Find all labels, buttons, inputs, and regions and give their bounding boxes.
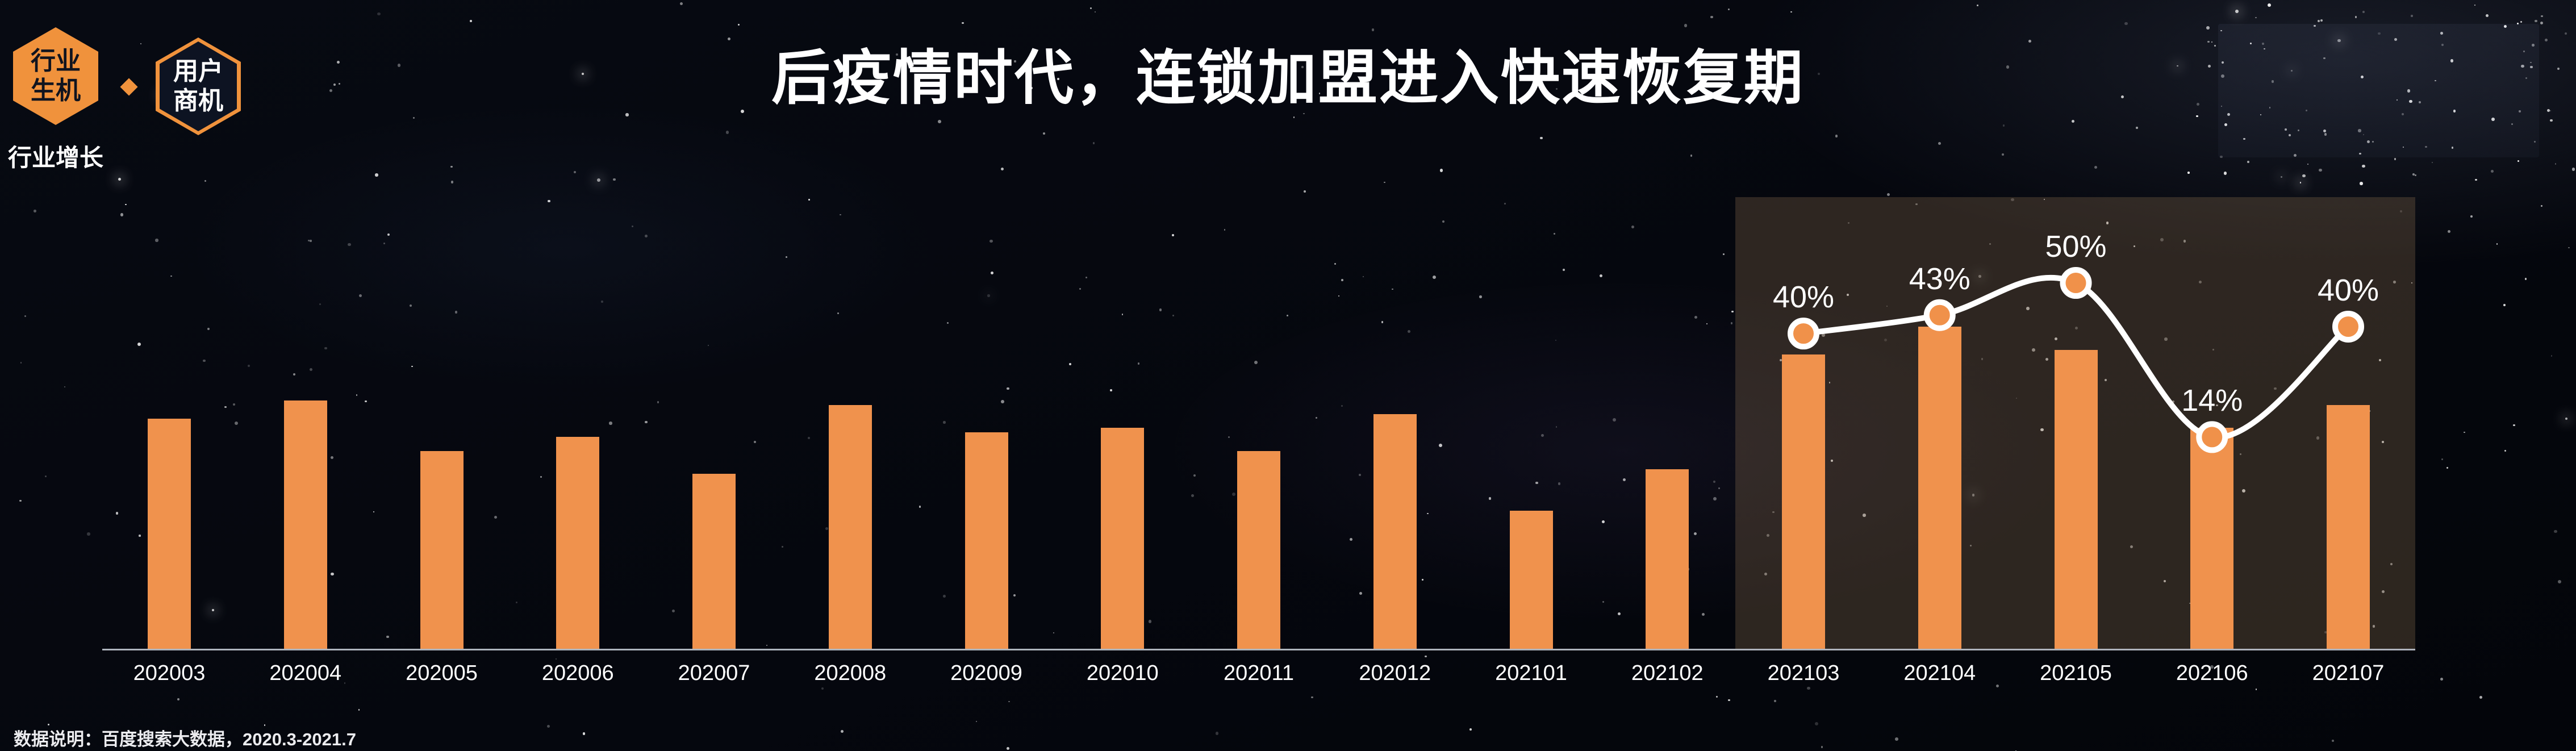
data-source-note: 数据说明：百度搜索大数据，2020.3-2021.7 <box>14 725 356 750</box>
bar-202101 <box>1510 511 1553 649</box>
x-axis-label-202007: 202007 <box>646 661 782 686</box>
slide-title: 后疫情时代，连锁加盟进入快速恢复期 <box>0 30 2576 115</box>
bar-202102 <box>1646 469 1689 649</box>
presentation-slide: 行业 生机 用户 商机 行业增长 后疫情时代，连锁加盟进入快速恢复期 20200… <box>0 0 2576 751</box>
bar-202009 <box>965 432 1008 649</box>
x-axis-label-202004: 202004 <box>237 661 374 686</box>
x-axis-label-202101: 202101 <box>1463 661 1600 686</box>
bar-202012 <box>1373 414 1417 649</box>
x-axis-label-202106: 202106 <box>2144 661 2280 686</box>
bar-202006 <box>556 437 599 649</box>
bar-202107 <box>2327 405 2370 649</box>
x-axis-label-202006: 202006 <box>510 661 646 686</box>
x-axis-label-202005: 202005 <box>374 661 510 686</box>
bar-202105 <box>2055 350 2098 649</box>
x-axis-line <box>102 649 2415 650</box>
bar-202106 <box>2190 428 2233 649</box>
x-axis-label-202003: 202003 <box>101 661 237 686</box>
x-axis-label-202102: 202102 <box>1599 661 1735 686</box>
bar-202104 <box>1918 327 1961 649</box>
x-axis-label-202008: 202008 <box>782 661 918 686</box>
x-axis-label-202103: 202103 <box>1735 661 1872 686</box>
bar-202008 <box>829 405 872 649</box>
badge-caption: 行业增长 <box>5 139 107 173</box>
bar-202103 <box>1782 354 1825 649</box>
x-axis-label-202105: 202105 <box>2008 661 2144 686</box>
bar-202004 <box>284 400 327 649</box>
bar-202007 <box>692 474 736 649</box>
bar-202003 <box>148 419 191 649</box>
x-axis-label-202009: 202009 <box>918 661 1055 686</box>
x-axis-label-202107: 202107 <box>2280 661 2416 686</box>
x-axis-label-202011: 202011 <box>1191 661 1327 686</box>
bar-202010 <box>1101 428 1144 649</box>
bar-202005 <box>420 451 464 649</box>
x-axis-label-202010: 202010 <box>1054 661 1191 686</box>
x-axis-label-202012: 202012 <box>1327 661 1463 686</box>
bar-202011 <box>1237 451 1280 649</box>
x-axis-label-202104: 202104 <box>1872 661 2008 686</box>
